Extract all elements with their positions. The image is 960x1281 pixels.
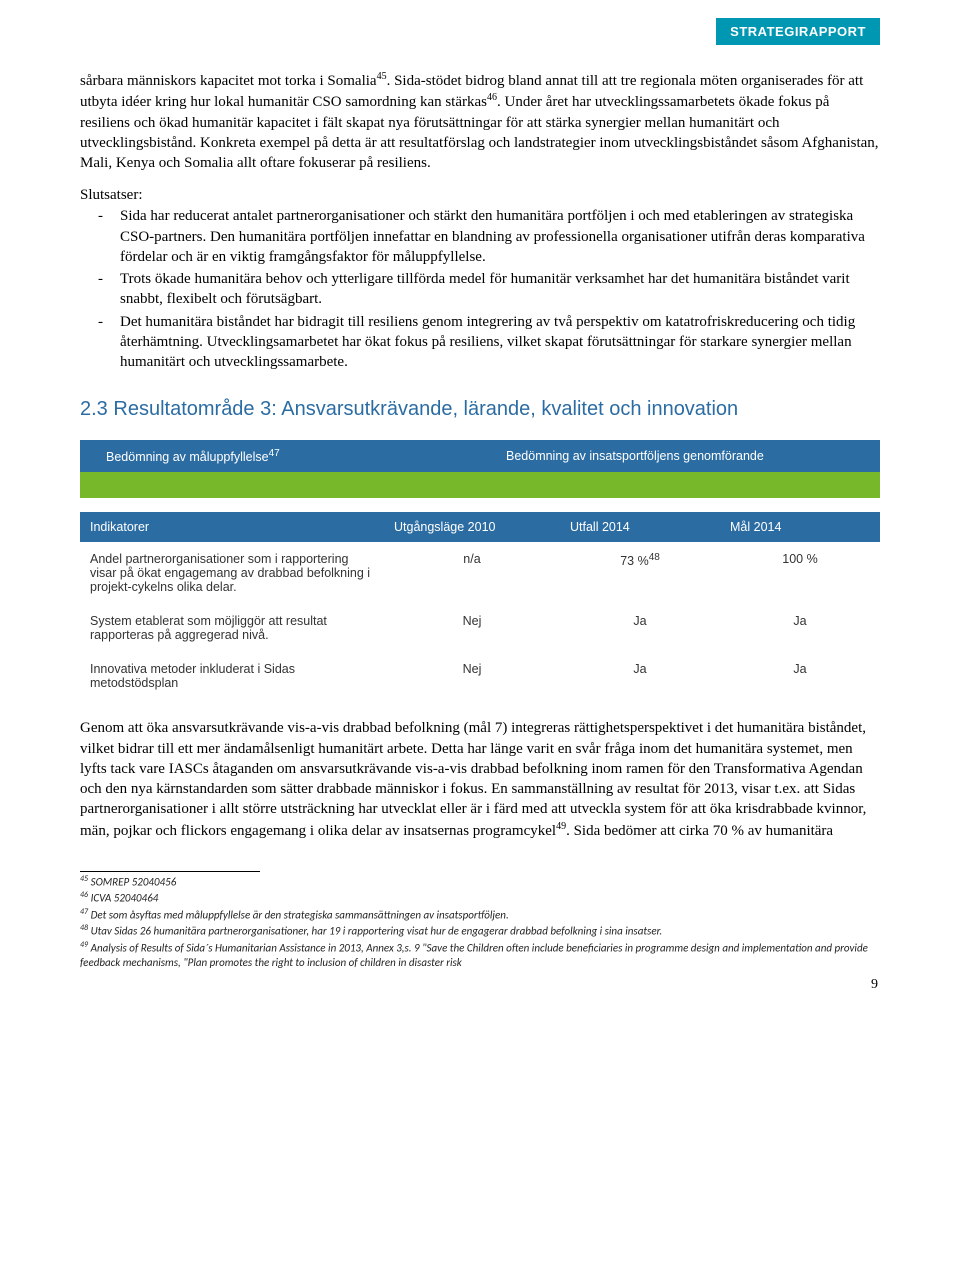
footnote-num: 47 — [80, 907, 88, 917]
footnote-text: SOMREP 52040456 — [91, 876, 177, 889]
para2-a: Genom att öka ansvarsutkrävande vis-a-vi… — [80, 720, 866, 838]
header-label: STRATEGIRAPPORT — [716, 18, 880, 45]
th-mal: Mål 2014 — [720, 512, 880, 542]
assess-green-left — [80, 472, 480, 498]
assess-left-text: Bedömning av måluppfyllelse — [106, 450, 269, 464]
slutsatser-label: Slutsatser: — [80, 187, 880, 204]
assess-left: Bedömning av måluppfyllelse47 — [80, 440, 480, 472]
footnote-ref-46: 46 — [487, 92, 497, 103]
footnotes: 45 SOMREP 52040456 46 ICVA 52040464 47 D… — [80, 871, 880, 971]
th-utgangslage: Utgångsläge 2010 — [384, 512, 560, 542]
footnote-num: 45 — [80, 874, 88, 884]
cell: 100 % — [720, 542, 880, 604]
table-row: Innovativa metoder inkluderat i Sidas me… — [80, 652, 880, 700]
cell: 73 %48 — [560, 542, 720, 604]
cell-value: 73 % — [620, 555, 649, 569]
cell: n/a — [384, 542, 560, 604]
footnote: 47 Det som åsyftas med måluppfyllelse är… — [80, 907, 880, 924]
footnote-num: 48 — [80, 923, 88, 933]
footnotes-rule — [80, 871, 260, 872]
cell: Nej — [384, 604, 560, 652]
section-number: 2.3 — [80, 398, 108, 420]
footnote-ref-48: 48 — [649, 552, 660, 563]
table-row: Andel partnerorganisationer som i rappor… — [80, 542, 880, 604]
th-utfall: Utfall 2014 — [560, 512, 720, 542]
indicator-table: Indikatorer Utgångsläge 2010 Utfall 2014… — [80, 512, 880, 700]
footnote-text: ICVA 52040464 — [91, 892, 159, 905]
cell: Ja — [720, 652, 880, 700]
footnote-num: 49 — [80, 940, 88, 950]
footnote-ref-45: 45 — [377, 71, 387, 82]
assessment-table: Bedömning av måluppfyllelse47 Bedömning … — [80, 440, 880, 498]
cell: Andel partnerorganisationer som i rappor… — [80, 542, 384, 604]
footnote: 46 ICVA 52040464 — [80, 890, 880, 907]
footnote-ref-49: 49 — [556, 821, 566, 832]
table-row: System etablerat som möjliggör att resul… — [80, 604, 880, 652]
footnote: 49 Analysis of Results of Sida´s Humanit… — [80, 940, 880, 971]
paragraph-1: sårbara människors kapacitet mot torka i… — [80, 70, 880, 173]
list-item: Sida har reducerat antalet partnerorgani… — [120, 206, 880, 267]
slutsatser-list: Sida har reducerat antalet partnerorgani… — [80, 206, 880, 372]
footnote-text: Det som åsyftas med måluppfyllelse är de… — [91, 909, 509, 922]
footnote: 45 SOMREP 52040456 — [80, 874, 880, 891]
cell: System etablerat som möjliggör att resul… — [80, 604, 384, 652]
th-indikatorer: Indikatorer — [80, 512, 384, 542]
paragraph-2: Genom att öka ansvarsutkrävande vis-a-vi… — [80, 718, 880, 841]
footnote-num: 46 — [80, 890, 88, 900]
para2-b: . Sida bedömer att cirka 70 % av humanit… — [566, 823, 833, 839]
list-item: Trots ökade humanitära behov och ytterli… — [120, 269, 880, 310]
cell: Nej — [384, 652, 560, 700]
para1-a: sårbara människors kapacitet mot torka i… — [80, 73, 377, 89]
assess-green-right — [480, 472, 880, 498]
cell: Ja — [720, 604, 880, 652]
footnote: 48 Utav Sidas 26 humanitära partnerorgan… — [80, 923, 880, 940]
list-item: Det humanitära biståndet har bidragit ti… — [120, 312, 880, 373]
cell: Ja — [560, 604, 720, 652]
section-title: Resultatområde 3: Ansvarsutkrävande, lär… — [113, 398, 738, 420]
assess-right: Bedömning av insatsportföljens genomföra… — [480, 440, 880, 472]
page-number: 9 — [871, 977, 878, 993]
footnote-text: Analysis of Results of Sida´s Humanitari… — [80, 942, 868, 970]
cell: Innovativa metoder inkluderat i Sidas me… — [80, 652, 384, 700]
cell: Ja — [560, 652, 720, 700]
footnote-text: Utav Sidas 26 humanitära partnerorganisa… — [91, 925, 663, 938]
footnote-ref-47: 47 — [269, 448, 280, 459]
section-heading: 2.3 Resultatområde 3: Ansvarsutkrävande,… — [80, 396, 880, 422]
